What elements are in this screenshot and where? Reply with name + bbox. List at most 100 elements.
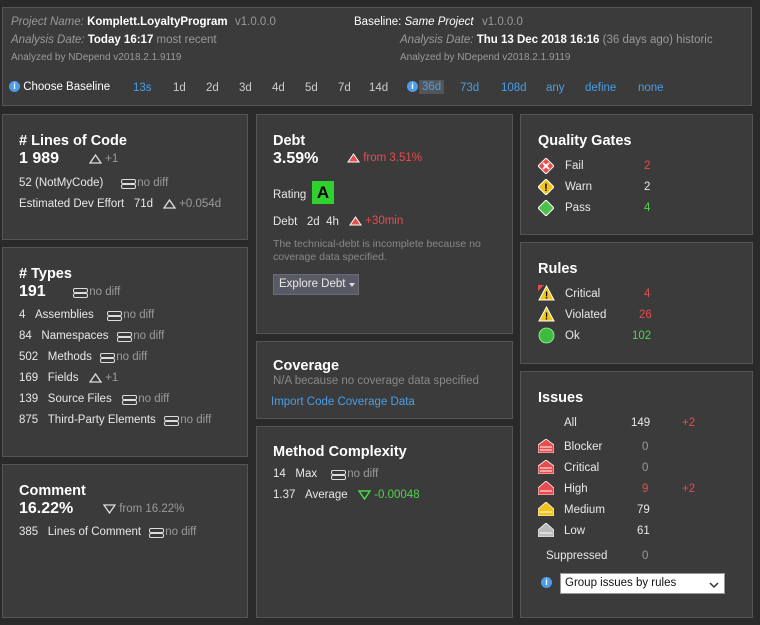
- info-icon: i: [9, 81, 20, 93]
- gate-row-fail[interactable]: [537, 157, 555, 175]
- group-issues-select[interactable]: Group issues by rules: [560, 573, 725, 594]
- project-version: v1.0.0.0: [235, 16, 276, 28]
- debt-from: from 3.51%: [363, 152, 423, 164]
- explore-debt-label: Explore Debt: [279, 278, 346, 290]
- equal-icon: [73, 287, 88, 298]
- debt-days: 2d: [306, 216, 320, 228]
- equal-icon: [107, 310, 122, 321]
- debt-value: 3.59%: [273, 150, 319, 167]
- choose-baseline-label: Choose Baseline: [23, 81, 111, 93]
- issues-high-value: 9: [642, 483, 649, 495]
- loc-notmycode: 52 (NotMyCode): [19, 177, 104, 189]
- types-row: 502 Methods: [19, 351, 92, 363]
- analysis-tag: most recent: [156, 34, 217, 46]
- baseline-option-3d[interactable]: 3d: [239, 82, 252, 94]
- issues-suppressed-value: 0: [642, 550, 649, 562]
- debt-panel: Debt 3.59% from 3.51% Rating A Debt 2d 4…: [256, 114, 513, 334]
- issues-medium-value: 79: [637, 504, 650, 516]
- chevron-down-icon: [709, 578, 719, 597]
- rating-label: Rating: [273, 189, 307, 201]
- import-coverage-link[interactable]: Import Code Coverage Data: [271, 396, 415, 408]
- triangle-up-icon: [88, 153, 103, 164]
- svg-text:!: !: [545, 291, 548, 302]
- explore-debt-button[interactable]: Explore Debt: [273, 274, 359, 295]
- complexity-panel: Method Complexity 14 Max no diff 1.37 Av…: [256, 426, 513, 618]
- loc-title: # Lines of Code: [19, 133, 127, 149]
- loc-value: 1 989: [19, 150, 60, 167]
- baseline-option-5d[interactable]: 5d: [305, 82, 318, 94]
- gate-pass-value: 4: [644, 202, 651, 214]
- issues-suppressed-label: Suppressed: [546, 550, 608, 562]
- gate-row-pass[interactable]: [537, 199, 555, 217]
- gate-warn-value: 2: [644, 181, 651, 193]
- debt-note-line2: coverage data specified.: [273, 251, 387, 263]
- baseline-ago: (36 days ago) historic: [602, 34, 713, 46]
- baseline-option-14d[interactable]: 14d: [369, 82, 389, 94]
- gate-row-warn[interactable]: !: [537, 178, 555, 196]
- triangle-up-icon: [162, 198, 177, 209]
- warn-diamond-icon: !: [537, 178, 555, 196]
- baseline-option-4d[interactable]: 4d: [272, 82, 285, 94]
- baseline-option-73d[interactable]: 73d: [460, 82, 480, 94]
- baseline-option-13s[interactable]: 13s: [133, 82, 152, 94]
- types-panel: # Types 191 no diff 4 Assemblies no diff…: [2, 247, 248, 457]
- issues-all-delta: +2: [682, 417, 696, 429]
- coverage-title: Coverage: [273, 358, 340, 374]
- comment-panel: Comment 16.22% from 16.22% 385 Lines of …: [2, 464, 248, 618]
- issues-low-label: Low: [564, 525, 586, 537]
- triangle-down-green-icon: [357, 490, 372, 501]
- choose-baseline[interactable]: i Choose Baseline: [9, 81, 110, 93]
- info-icon: i: [541, 577, 552, 588]
- baseline-option-any[interactable]: any: [546, 82, 565, 94]
- types-row: 84 Namespaces: [19, 330, 109, 342]
- baseline-option-36d[interactable]: 36d: [419, 80, 445, 94]
- gate-pass-label: Pass: [565, 202, 591, 214]
- equal-icon: [117, 331, 132, 342]
- debt-label: Debt: [273, 216, 298, 228]
- rules-critical-value: 4: [644, 288, 651, 300]
- complexity-max-num: 14: [273, 468, 286, 480]
- comment-from: from 16.22%: [119, 503, 185, 515]
- debt-hours: 4h: [326, 216, 339, 228]
- baseline-option-108d[interactable]: 108d: [501, 82, 527, 94]
- info-icon: i: [407, 81, 418, 92]
- svg-text:!: !: [545, 312, 548, 323]
- project-name: Komplett.LoyaltyProgram: [87, 16, 228, 28]
- debt-note-line1: The technical-debt is incomplete because…: [273, 238, 481, 250]
- triangle-up-red-icon: [349, 216, 362, 226]
- baseline-option-2d[interactable]: 2d: [206, 82, 219, 94]
- baseline-option-none[interactable]: none: [638, 82, 664, 94]
- issues-medium-label: Medium: [564, 504, 605, 516]
- gate-warn-label: Warn: [565, 181, 593, 193]
- gate-fail-value: 2: [644, 160, 651, 172]
- types-row: 169 Fields: [19, 372, 79, 384]
- types-title: # Types: [19, 266, 72, 282]
- loc-notmycode-diff: no diff: [137, 177, 169, 189]
- complexity-avg-num: 1.37: [273, 489, 296, 501]
- effort-delta: +0.054d: [179, 198, 222, 210]
- issues-all-label: All: [564, 417, 577, 429]
- types-row-diff: +1: [105, 372, 119, 384]
- baseline-label: Baseline:: [354, 16, 402, 28]
- comment-title: Comment: [19, 483, 86, 499]
- medium-icon: [537, 501, 555, 517]
- quality-gates-panel: Quality Gates Fail 2 ! Warn 2 Pass 4: [520, 114, 753, 235]
- equal-icon: [122, 394, 137, 405]
- quality-gates-title: Quality Gates: [538, 133, 632, 149]
- baseline-option-7d[interactable]: 7d: [338, 82, 351, 94]
- rules-violated-value: 26: [639, 309, 652, 321]
- issues-low-value: 61: [637, 525, 650, 537]
- types-diff: no diff: [89, 286, 121, 298]
- issues-blocker-label: Blocker: [564, 441, 603, 453]
- debt-delta: +30min: [365, 215, 404, 227]
- baseline-name: Same Project: [404, 16, 474, 28]
- types-row: 4 Assemblies: [19, 309, 94, 321]
- types-row-diff: no diff: [138, 393, 170, 405]
- comment-lines-diff: no diff: [165, 526, 197, 538]
- effort-value: 71d: [133, 198, 154, 210]
- baseline-option-1d[interactable]: 1d: [173, 82, 186, 94]
- baseline-option-define[interactable]: define: [585, 82, 617, 94]
- gate-fail-label: Fail: [565, 160, 584, 172]
- rules-panel: Rules ! Critical 4 ! Violated 26 Ok 102: [520, 242, 753, 364]
- equal-icon: [100, 352, 115, 363]
